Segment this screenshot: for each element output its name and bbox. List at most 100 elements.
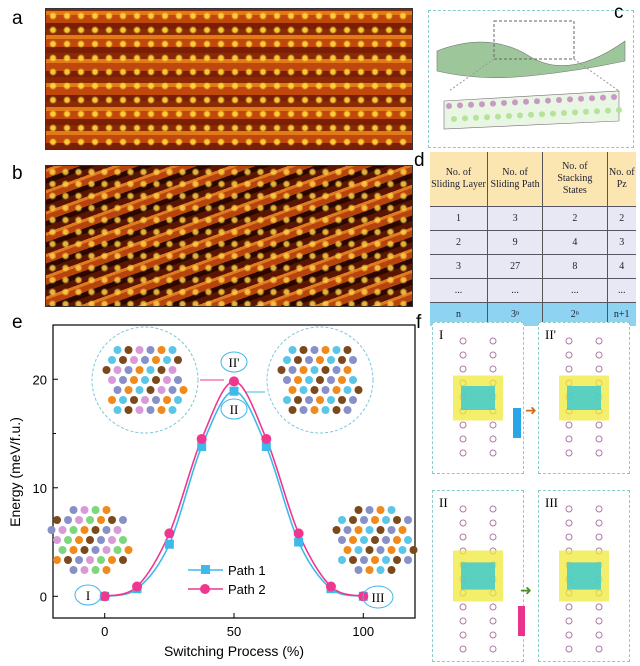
atom xyxy=(387,526,396,534)
atom xyxy=(321,366,330,374)
cell: 8 xyxy=(542,254,608,279)
atom xyxy=(102,366,111,374)
annotation-II: II xyxy=(230,402,239,417)
atom xyxy=(179,386,188,394)
atom xyxy=(459,617,467,625)
atom xyxy=(135,366,144,374)
data-point-path1 xyxy=(229,386,239,396)
panel-label-d: d xyxy=(414,150,425,171)
atom xyxy=(168,346,177,354)
atom xyxy=(58,526,67,534)
panel-label-e: e xyxy=(12,312,23,333)
y-tick-label: 0 xyxy=(40,589,47,604)
atom xyxy=(354,506,363,514)
atom xyxy=(565,337,573,345)
atom xyxy=(459,351,467,359)
data-point-path2 xyxy=(293,528,304,539)
legend: Path 1 Path 2 xyxy=(188,563,266,597)
atom xyxy=(102,526,111,534)
legend-marker-path1 xyxy=(201,565,210,574)
atom xyxy=(565,449,573,457)
cell: 4 xyxy=(607,254,636,279)
atom xyxy=(53,536,61,544)
header-pz: No. of Pz xyxy=(607,152,636,207)
cell: ... xyxy=(487,278,544,303)
atom xyxy=(343,346,352,354)
cell: 2 xyxy=(542,206,608,231)
atom xyxy=(310,346,319,354)
atom xyxy=(459,449,467,457)
atom xyxy=(354,566,363,574)
header-sliding-layer: No. of Sliding Layer xyxy=(430,152,488,207)
atom xyxy=(163,376,171,384)
atom xyxy=(283,376,291,384)
atom xyxy=(489,449,497,457)
atom xyxy=(382,516,390,524)
atom xyxy=(565,519,573,527)
cell: 2 xyxy=(430,230,488,255)
atom xyxy=(108,396,116,404)
atom xyxy=(288,406,297,414)
atom xyxy=(174,396,182,404)
atom xyxy=(119,536,127,544)
atom xyxy=(288,366,297,374)
charge-lobe xyxy=(461,562,495,590)
cell: 4 xyxy=(542,230,608,255)
atom xyxy=(338,556,346,564)
atom xyxy=(489,435,497,443)
atom xyxy=(157,346,166,354)
atom xyxy=(146,346,155,354)
atom xyxy=(327,376,335,384)
data-point-path1 xyxy=(197,442,207,452)
atom xyxy=(459,365,467,373)
atom xyxy=(338,356,346,364)
atom xyxy=(305,356,313,364)
atom xyxy=(387,566,396,574)
atom xyxy=(489,337,497,345)
atom xyxy=(310,366,319,374)
atom xyxy=(343,546,352,554)
atom xyxy=(332,406,341,414)
atom xyxy=(387,506,396,514)
atom xyxy=(91,546,100,554)
atom xyxy=(288,386,297,394)
atom xyxy=(387,546,396,554)
data-point-path1 xyxy=(261,442,271,452)
atom xyxy=(53,556,61,564)
atom xyxy=(119,356,127,364)
atom xyxy=(595,603,603,611)
data-point-path1 xyxy=(294,537,304,547)
atom xyxy=(382,556,390,564)
atom xyxy=(595,533,603,541)
right-arrow-icon: ➜ xyxy=(520,582,532,598)
atom xyxy=(108,556,116,564)
atom xyxy=(80,566,89,574)
inset-circle-left xyxy=(91,326,199,434)
atom xyxy=(506,113,512,119)
atom xyxy=(332,366,341,374)
atom xyxy=(69,566,78,574)
atom xyxy=(349,556,357,564)
atom xyxy=(565,533,573,541)
atom xyxy=(459,533,467,541)
cell: ... xyxy=(542,278,608,303)
atom xyxy=(58,546,67,554)
atom xyxy=(565,365,573,373)
atom xyxy=(489,533,497,541)
atom xyxy=(168,386,177,394)
atom xyxy=(102,566,111,574)
atom xyxy=(332,386,341,394)
atom xyxy=(327,356,335,364)
atom xyxy=(354,546,363,554)
atom xyxy=(365,546,374,554)
atom xyxy=(484,114,490,121)
atom xyxy=(489,505,497,513)
atom xyxy=(119,516,127,524)
cell: 1 xyxy=(430,206,488,231)
atom xyxy=(102,546,111,554)
atom xyxy=(517,112,523,119)
data-point-path2 xyxy=(325,581,336,592)
state-II-prime-marker xyxy=(220,351,248,373)
stm-image-b xyxy=(45,165,413,307)
atom xyxy=(561,110,567,116)
